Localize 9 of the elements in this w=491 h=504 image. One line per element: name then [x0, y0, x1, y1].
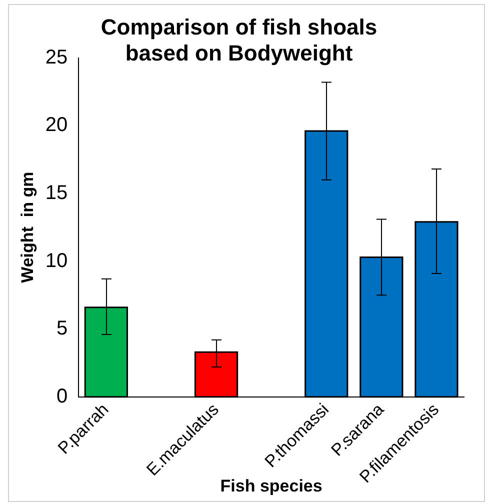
y-axis-title: Weight in gm	[18, 172, 37, 283]
y-tick-label: 20	[45, 114, 68, 136]
y-tick-label: 10	[45, 250, 68, 272]
y-tick-label: 5	[56, 318, 68, 340]
y-tick-label: 25	[45, 46, 68, 68]
y-tick-label: 0	[56, 385, 68, 408]
x-axis-title: Fish species	[220, 476, 322, 496]
y-tick-label: 15	[45, 182, 68, 204]
chart-title: Comparison of fish shoals based on Bodyweight	[100, 14, 378, 66]
